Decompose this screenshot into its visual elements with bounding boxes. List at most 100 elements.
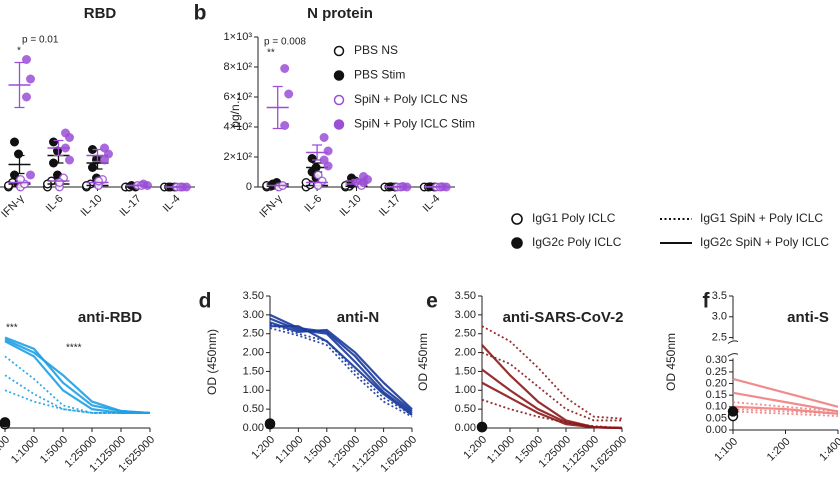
y-tick-label: 0.50	[243, 403, 264, 415]
y-tick-label: 2.00	[243, 346, 264, 358]
data-point	[26, 170, 36, 180]
data-line	[481, 381, 623, 430]
y-tick-label: 0.05	[706, 412, 727, 424]
data-point	[49, 137, 59, 147]
y-tick-label: 3.5	[712, 290, 727, 302]
data-line	[732, 391, 839, 413]
annotation: ***	[6, 323, 18, 334]
panel-letter: b	[194, 2, 207, 25]
y-axis-label: OD 450nm	[416, 333, 430, 391]
data-line	[270, 325, 413, 416]
x-tick-label: IL-4	[161, 193, 183, 215]
legend-marker	[333, 119, 345, 130]
y-tick-label: 2×10²	[224, 151, 253, 163]
x-tick-label: IL-17	[117, 193, 143, 219]
x-tick-label: IL-4	[421, 193, 443, 215]
data-point	[16, 174, 26, 184]
y-tick-label: 3.00	[455, 309, 476, 321]
error-bar	[53, 139, 64, 157]
legend-label: IgG2c SpiN + Poly ICLC	[700, 235, 829, 249]
data-point	[93, 176, 103, 186]
y-axis-label: OD 450nm	[664, 333, 678, 391]
data-point	[727, 406, 739, 417]
y-tick-label: 0.15	[706, 389, 727, 401]
chart-title: N protein	[307, 5, 373, 22]
y-tick-label: 3.0	[712, 311, 727, 323]
data-line	[269, 323, 413, 416]
y-tick-label: 0	[246, 181, 252, 193]
data-line	[269, 321, 413, 410]
legend-label: SpiN + Poly ICLC NS	[354, 92, 468, 106]
data-point	[307, 153, 317, 163]
data-line	[732, 377, 839, 408]
data-point	[280, 120, 290, 130]
y-tick-label: 1.50	[243, 365, 264, 377]
y-tick-label: 2.50	[243, 328, 264, 340]
panel-letter: d	[199, 290, 212, 313]
data-point	[264, 418, 276, 429]
y-tick-label: 3.50	[243, 290, 264, 302]
y-tick-label: 1×10³	[224, 31, 253, 43]
data-line	[732, 405, 839, 415]
axis-break	[727, 340, 739, 357]
chart-title: anti-N	[337, 309, 380, 326]
x-tick-label: 1:400	[817, 436, 840, 464]
y-tick-label: 1.00	[455, 384, 476, 396]
legend-label: IgG2c Poly ICLC	[532, 235, 622, 249]
x-tick-label: 1:1000	[273, 434, 305, 466]
legend-label: SpiN + Poly ICLC Stim	[354, 117, 475, 131]
y-tick-label: 4×10²	[224, 121, 253, 133]
legend-marker	[511, 237, 523, 249]
data-point	[280, 63, 290, 73]
data-point	[319, 132, 329, 142]
legend-marker	[333, 70, 345, 81]
y-tick-label: 2.50	[455, 328, 476, 340]
data-point	[99, 143, 109, 153]
y-tick-label: 6×10²	[224, 91, 253, 103]
data-point	[284, 89, 294, 99]
y-tick-label: 1.50	[455, 365, 476, 377]
data-line	[4, 338, 151, 415]
annotation: *	[17, 46, 21, 57]
error-bar	[312, 144, 323, 161]
chart-title: anti-S	[787, 309, 829, 326]
data-line	[4, 355, 150, 414]
y-tick-label: 2.00	[455, 346, 476, 358]
y-tick-label: 0.25	[706, 366, 727, 378]
data-point	[476, 421, 488, 433]
data-point	[87, 162, 97, 172]
chart-title: anti-RBD	[78, 309, 142, 326]
data-point	[0, 417, 11, 428]
x-tick-label: IL-6	[44, 193, 66, 215]
legend-label: PBS Stim	[354, 68, 405, 82]
data-line	[481, 398, 623, 429]
y-tick-label: 0.30	[706, 354, 727, 366]
annotation: p = 0.008	[264, 37, 306, 48]
x-tick-label: 1:200	[765, 436, 793, 464]
error-bar	[272, 85, 283, 130]
x-tick-label: 1:100	[712, 436, 740, 464]
y-tick-label: 0.10	[706, 401, 727, 413]
data-point	[13, 149, 23, 159]
data-line	[269, 317, 413, 414]
y-tick-label: 0.00	[243, 422, 264, 434]
x-tick-label: 1:1000	[9, 434, 41, 466]
error-bar	[14, 61, 25, 109]
data-point	[22, 55, 32, 65]
data-point	[9, 137, 19, 147]
data-point	[64, 132, 74, 142]
x-tick-label: IL-17	[377, 193, 403, 219]
y-tick-label: 0.00	[455, 422, 476, 434]
legend-marker	[333, 45, 345, 57]
y-tick-label: 0.20	[706, 377, 727, 389]
x-tick-label: IFN-γ	[257, 192, 285, 220]
x-tick-label: IFN-γ	[0, 192, 27, 220]
panel-letter: f	[703, 290, 711, 313]
y-tick-label: 0.00	[706, 424, 727, 436]
x-tick-label: 1:1000	[485, 434, 517, 466]
y-axis-label: OD (450nm)	[205, 329, 219, 395]
error-bar	[14, 154, 25, 175]
legend-label: IgG1 SpiN + Poly ICLC	[700, 211, 823, 225]
y-tick-label: 3.00	[243, 309, 264, 321]
